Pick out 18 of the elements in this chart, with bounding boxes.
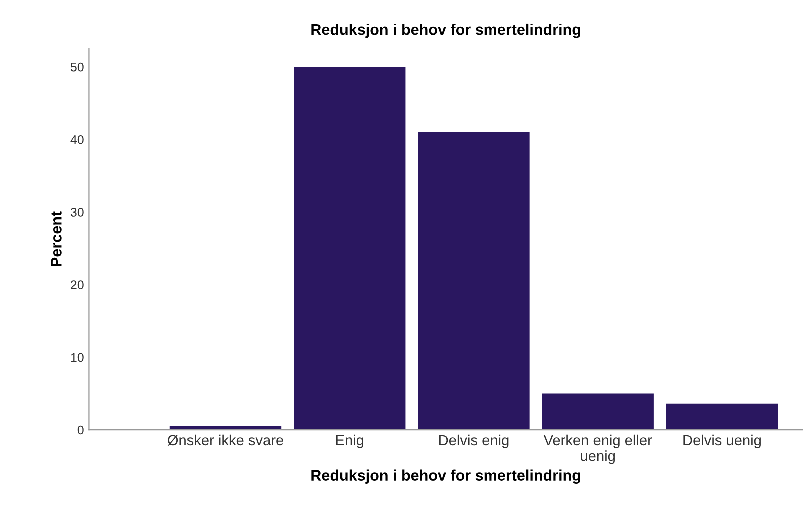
y-tick-label: 50	[70, 62, 84, 72]
x-tick-label: Enig	[336, 434, 364, 448]
bar	[542, 394, 654, 430]
x-tick-label: Ønsker ikke svare	[168, 434, 284, 446]
x-tick-label: Delvis uenig	[684, 434, 761, 448]
bar	[666, 404, 778, 430]
y-tick-label: 0	[78, 426, 84, 435]
y-tick-label: 20	[71, 280, 84, 290]
x-tick-label: Verken enig eller uenig	[544, 434, 652, 464]
x-axis-title: Reduksjon i behov for smertelindring	[312, 470, 580, 484]
y-tick-label: 40	[70, 135, 84, 144]
x-tick-label: Delvis enig	[440, 434, 509, 448]
y-axis-title: Percent	[51, 212, 62, 266]
chart-title: Reduksjon i behov for smertelindring	[312, 24, 580, 38]
bar	[294, 67, 406, 430]
y-tick-label: 10	[71, 353, 84, 362]
y-tick-label: 30	[70, 208, 84, 217]
bar	[418, 132, 530, 430]
